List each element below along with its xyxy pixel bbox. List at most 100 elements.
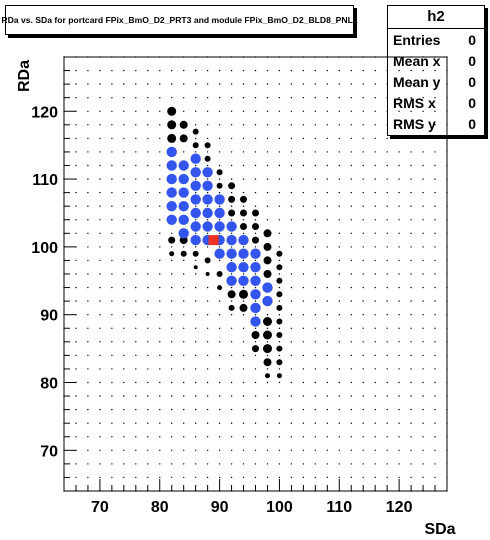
grid-dot [75, 83, 77, 85]
data-point-black [192, 142, 199, 149]
data-point-blue [178, 228, 189, 239]
data-point-black [228, 304, 235, 311]
grid-dot [111, 395, 113, 397]
grid-dot [218, 463, 221, 465]
grid-dot [75, 395, 77, 397]
grid-dot [195, 436, 197, 438]
grid-dot [350, 83, 352, 85]
grid-dot [254, 476, 257, 479]
data-point-black [192, 128, 199, 135]
grid-dot [195, 259, 197, 262]
grid-dot [206, 476, 209, 479]
stat-value: 0 [468, 31, 476, 48]
grid-dot [434, 137, 436, 140]
grid-dot [410, 395, 412, 397]
grid-dot [75, 259, 77, 262]
grid-dot [350, 395, 352, 397]
grid-dot [278, 137, 281, 140]
grid-dot [398, 300, 400, 302]
grid-dot [183, 246, 185, 248]
data-point-black [167, 133, 177, 143]
grid-dot [290, 97, 293, 99]
grid-dot [374, 300, 376, 302]
grid-dot [99, 191, 101, 194]
grid-dot [422, 368, 424, 370]
grid-dot [123, 205, 125, 207]
grid-dot [362, 354, 364, 357]
grid-dot [362, 205, 364, 207]
y-tick-label: 70 [40, 443, 58, 460]
grid-dot [254, 124, 257, 126]
data-point-blue [178, 201, 189, 212]
grid-dot [374, 449, 376, 451]
grid-dot [75, 137, 77, 140]
grid-dot [290, 164, 293, 167]
grid-dot [254, 286, 257, 289]
grid-dot [135, 124, 137, 126]
grid-dot [338, 341, 340, 343]
grid-dot [87, 191, 89, 194]
grid-dot [123, 232, 125, 234]
grid-dot [302, 381, 305, 384]
grid-dot [434, 259, 436, 262]
grid-dot [350, 314, 352, 316]
grid-dot [87, 354, 89, 357]
grid-dot [206, 151, 209, 153]
grid-dot [374, 408, 376, 411]
grid-dot [326, 436, 328, 438]
data-point-black [179, 134, 188, 143]
grid-dot [195, 219, 197, 221]
grid-dot [398, 436, 400, 438]
grid-dot [362, 219, 364, 221]
grid-dot [386, 151, 388, 153]
grid-dot [362, 436, 364, 438]
grid-dot [302, 314, 305, 316]
grid-dot [314, 300, 316, 302]
grid-dot [195, 205, 197, 207]
grid-dot [362, 110, 364, 113]
grid-dot [386, 286, 388, 289]
grid-dot [254, 69, 257, 72]
grid-dot [386, 314, 388, 316]
grid-dot [434, 286, 436, 289]
x-tick-label: 80 [151, 499, 169, 516]
grid-dot [386, 327, 388, 329]
grid-dot [386, 408, 388, 411]
grid-dot [206, 354, 209, 357]
grid-dot [350, 110, 352, 113]
grid-dot [75, 151, 77, 153]
grid-dot [242, 354, 245, 357]
grid-dot [206, 381, 209, 384]
grid-dot [434, 219, 436, 221]
grid-dot [135, 83, 137, 85]
grid-dot [338, 368, 340, 370]
grid-dot [290, 408, 293, 411]
grid-dot [290, 259, 293, 262]
grid-dot [362, 368, 364, 370]
stat-value: 0 [468, 52, 476, 69]
grid-dot [398, 381, 400, 384]
grid-dot [159, 259, 161, 262]
grid-dot [314, 69, 316, 72]
grid-dot [206, 314, 209, 316]
grid-dot [195, 273, 197, 275]
grid-dot [87, 463, 89, 465]
grid-dot [314, 422, 316, 424]
data-point-blue [250, 289, 261, 300]
grid-dot [87, 124, 89, 126]
grid-dot [147, 205, 149, 207]
grid-dot [362, 69, 364, 72]
grid-dot [338, 83, 340, 85]
grid-dot [171, 273, 173, 275]
grid-dot [206, 232, 209, 234]
grid-dot [99, 368, 101, 370]
grid-dot [87, 408, 89, 411]
grid-dot [398, 327, 400, 329]
grid-dot [171, 97, 173, 99]
grid-dot [362, 449, 364, 451]
grid-dot [147, 368, 149, 370]
grid-dot [290, 395, 293, 397]
grid-dot [135, 449, 137, 451]
grid-dot [123, 327, 125, 329]
grid-dot [410, 286, 412, 289]
